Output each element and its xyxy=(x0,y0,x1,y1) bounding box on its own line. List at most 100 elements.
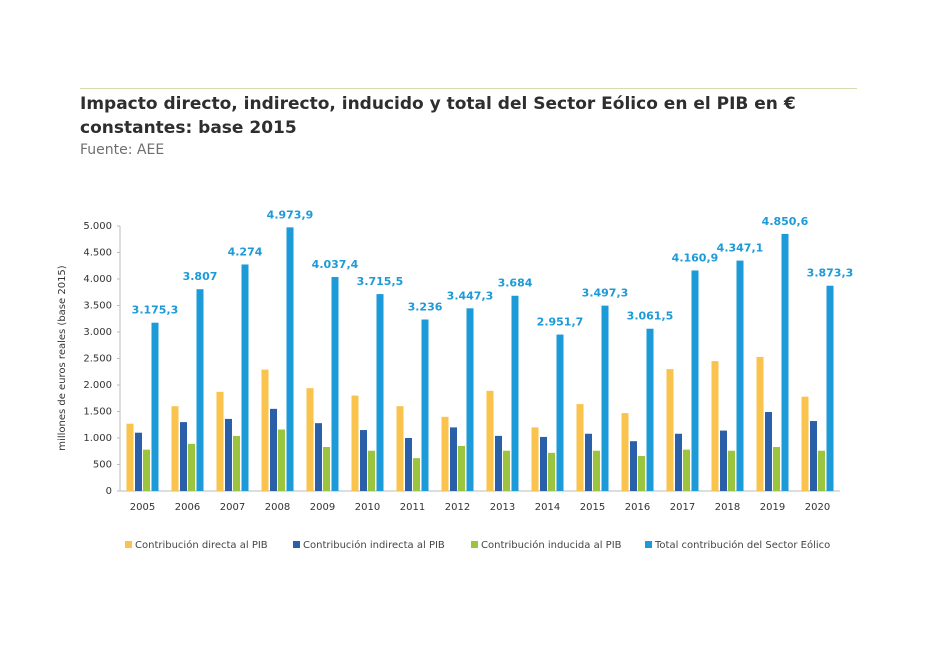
bar xyxy=(351,395,359,491)
bar xyxy=(261,369,269,491)
value-label: 3.684 xyxy=(498,277,533,290)
legend-label: Contribución directa al PIB xyxy=(135,539,268,551)
bar xyxy=(585,433,592,491)
bar xyxy=(306,388,314,491)
y-tick-label: 5.000 xyxy=(83,221,112,232)
x-tick-label: 2019 xyxy=(760,502,785,513)
bar xyxy=(621,413,629,491)
legend-label: Contribución indirecta al PIB xyxy=(303,539,445,551)
bar xyxy=(450,427,457,491)
legend-label: Total contribución del Sector Eólico xyxy=(654,539,830,551)
bar xyxy=(360,430,367,491)
bar xyxy=(765,412,772,491)
y-tick-label: 1.000 xyxy=(83,433,112,444)
legend-label: Contribución inducida al PIB xyxy=(481,539,622,551)
value-label: 4.973,9 xyxy=(267,208,314,221)
bar xyxy=(495,435,502,491)
bar xyxy=(683,449,690,491)
bar xyxy=(458,445,465,491)
bar xyxy=(441,416,449,491)
x-tick-label: 2013 xyxy=(490,502,515,513)
bar xyxy=(135,432,142,491)
bar xyxy=(196,289,204,491)
bar xyxy=(531,427,539,491)
bar xyxy=(180,422,187,491)
chart-title: Impacto directo, indirecto, inducido y t… xyxy=(80,94,796,138)
bar xyxy=(781,233,789,491)
x-tick-label: 2005 xyxy=(130,502,155,513)
x-tick-label: 2014 xyxy=(535,502,560,513)
bar xyxy=(756,356,764,491)
bar xyxy=(466,308,474,491)
x-tick-label: 2006 xyxy=(175,502,200,513)
x-tick-label: 2012 xyxy=(445,502,470,513)
value-label: 4.850,6 xyxy=(762,215,809,228)
value-label: 4.347,1 xyxy=(717,242,764,255)
y-tick-label: 3.000 xyxy=(83,327,112,338)
bar xyxy=(233,435,240,491)
bar xyxy=(818,450,825,491)
value-label: 3.175,3 xyxy=(132,304,179,317)
y-tick-label: 2.000 xyxy=(83,380,112,391)
top-rule xyxy=(80,88,857,89)
y-tick-label: 4.500 xyxy=(83,248,112,259)
source: Fuente: AEE xyxy=(80,142,165,158)
x-tick-label: 2016 xyxy=(625,502,650,513)
x-tick-label: 2007 xyxy=(220,502,245,513)
bar xyxy=(646,328,654,491)
bar xyxy=(241,264,249,491)
legend-swatch xyxy=(645,541,652,548)
bar xyxy=(601,305,609,491)
bar xyxy=(576,404,584,491)
bar xyxy=(368,450,375,491)
x-tick-label: 2020 xyxy=(805,502,830,513)
bar xyxy=(331,277,339,491)
legend-swatch xyxy=(125,541,132,548)
bar xyxy=(666,369,674,491)
bar xyxy=(720,430,727,491)
bar xyxy=(396,406,404,491)
value-label: 2.951,7 xyxy=(537,316,584,329)
bar xyxy=(216,391,224,491)
value-label: 4.037,4 xyxy=(312,258,359,271)
bar xyxy=(675,433,682,491)
y-tick-label: 3.500 xyxy=(83,301,112,312)
bar xyxy=(171,406,179,491)
bar xyxy=(126,423,134,491)
bar xyxy=(413,458,420,491)
value-label: 4.160,9 xyxy=(672,251,719,264)
bar xyxy=(801,396,809,491)
bar xyxy=(593,450,600,491)
value-label: 3.236 xyxy=(408,300,443,313)
bar xyxy=(143,449,150,491)
value-label: 3.715,5 xyxy=(357,275,404,288)
bar xyxy=(556,334,564,491)
y-tick-label: 4.000 xyxy=(83,274,112,285)
value-label: 3.497,3 xyxy=(582,287,629,300)
value-label: 3.807 xyxy=(183,270,218,283)
value-label: 3.873,3 xyxy=(807,267,854,280)
bar xyxy=(323,447,330,491)
bar xyxy=(503,450,510,491)
bar xyxy=(736,260,744,491)
bar xyxy=(151,322,159,491)
value-label: 4.274 xyxy=(228,245,263,258)
bar xyxy=(728,450,735,491)
x-tick-label: 2017 xyxy=(670,502,695,513)
bar xyxy=(773,447,780,491)
bar xyxy=(486,390,494,491)
x-tick-label: 2010 xyxy=(355,502,380,513)
bar xyxy=(270,408,277,491)
legend-swatch xyxy=(471,541,478,548)
bar xyxy=(405,438,412,491)
bar xyxy=(188,443,195,491)
x-tick-label: 2009 xyxy=(310,502,335,513)
bar xyxy=(638,456,645,491)
legend-swatch xyxy=(293,541,300,548)
x-tick-label: 2018 xyxy=(715,502,740,513)
bar xyxy=(421,319,429,491)
bar xyxy=(826,285,834,491)
value-label: 3.061,5 xyxy=(627,310,674,323)
